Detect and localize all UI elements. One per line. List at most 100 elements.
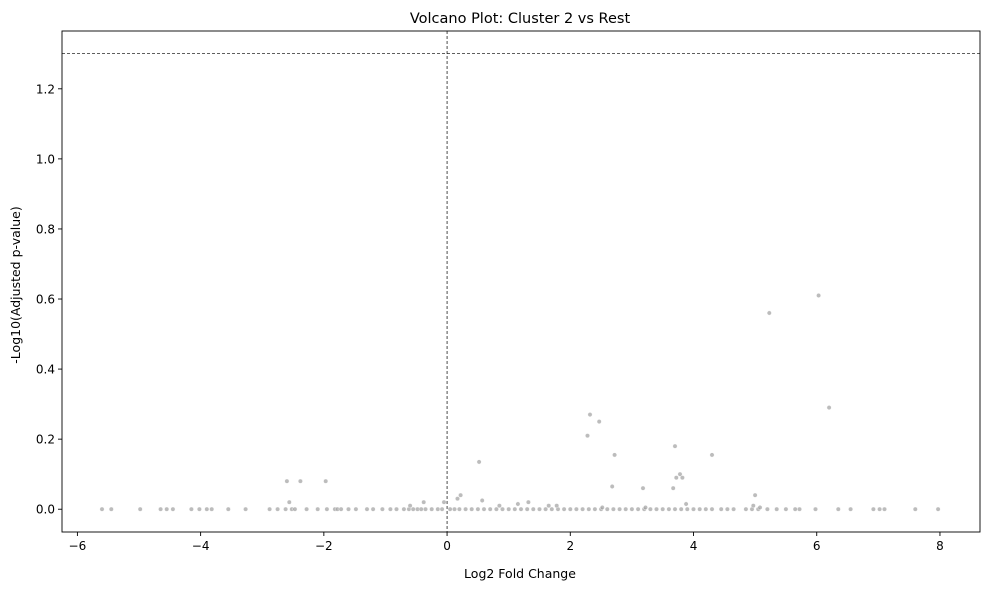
data-point [567,506,573,512]
data-point [672,506,678,512]
data-point [877,506,882,512]
data-point [209,506,215,512]
data-point [752,492,758,498]
data-point [585,433,590,439]
data-point [635,506,641,512]
data-point [580,506,585,512]
data-point [530,506,536,512]
data-point [410,506,416,512]
data-point [394,506,399,512]
data-point [323,478,329,484]
data-point [691,506,696,512]
data-point [604,506,610,512]
data-point [493,506,499,512]
data-point [387,506,393,512]
x-axis: −6 −4 −2 0 2 4 6 8 [69,532,944,553]
data-point [418,506,424,512]
data-point [481,506,487,512]
data-point [666,506,672,512]
data-point [500,506,505,512]
data-point [546,503,552,509]
data-point [137,506,143,512]
data-point [592,506,598,512]
data-point [475,506,481,512]
data-point [612,452,617,458]
data-point [757,505,763,510]
y-tick-label: 1.0 [36,152,55,166]
data-point [774,506,780,512]
data-point [479,498,485,503]
y-tick-label: 0.0 [36,503,55,517]
data-point [170,506,176,512]
data-point [108,506,114,512]
data-point [670,485,676,491]
data-point [158,506,164,512]
data-point [587,412,593,417]
data-point [225,506,231,512]
data-point [496,503,502,509]
x-tick-label: −6 [69,539,87,553]
data-point [882,506,887,512]
data-point [574,506,579,512]
data-point [835,506,841,512]
data-point [292,506,298,512]
data-point [543,506,548,512]
data-point [164,506,170,512]
data-point [476,459,482,465]
data-point [487,506,493,512]
y-tick-label: 0.6 [36,293,55,307]
data-point [609,484,615,489]
data-point [439,506,445,512]
data-point [324,506,330,512]
y-axis: 0.0 0.2 0.4 0.6 0.8 1.0 1.2 [36,82,62,517]
data-point [643,505,648,510]
data-point [561,506,567,512]
data-point [537,506,542,512]
data-point [364,506,370,512]
data-point [447,506,453,512]
data-point [678,506,684,512]
data-point [518,506,524,512]
data-point [524,506,530,512]
data-point [549,506,555,512]
data-point [725,506,730,512]
data-point [623,506,629,512]
data-point [304,506,309,512]
data-point [435,506,441,512]
data-point [407,503,413,509]
data-point [673,475,679,481]
data-point [680,475,685,481]
x-tick-label: 8 [936,539,944,553]
data-point [871,506,876,512]
data-point [526,499,531,505]
data-point [284,478,290,484]
plot-area-frame [61,30,981,533]
data-point [297,478,303,484]
data-point [452,506,457,512]
data-point [912,506,918,512]
data-point [935,506,941,512]
data-point [188,506,194,512]
data-point [315,506,321,512]
y-tick-label: 0.8 [36,222,55,236]
data-point [338,506,344,512]
data-point [848,506,853,512]
data-point [346,506,351,512]
data-point [765,506,770,512]
data-point [640,485,646,491]
data-point [275,506,280,512]
data-point [243,506,249,512]
data-point [456,506,462,512]
data-point [353,506,359,512]
data-point [683,501,689,507]
data-point [797,506,802,512]
data-point [816,293,821,298]
data-point [731,506,736,512]
data-point [617,506,622,512]
data-point [792,506,798,512]
data-point [743,506,749,512]
data-point [596,419,602,424]
data-point [423,506,428,512]
data-point [458,492,463,498]
